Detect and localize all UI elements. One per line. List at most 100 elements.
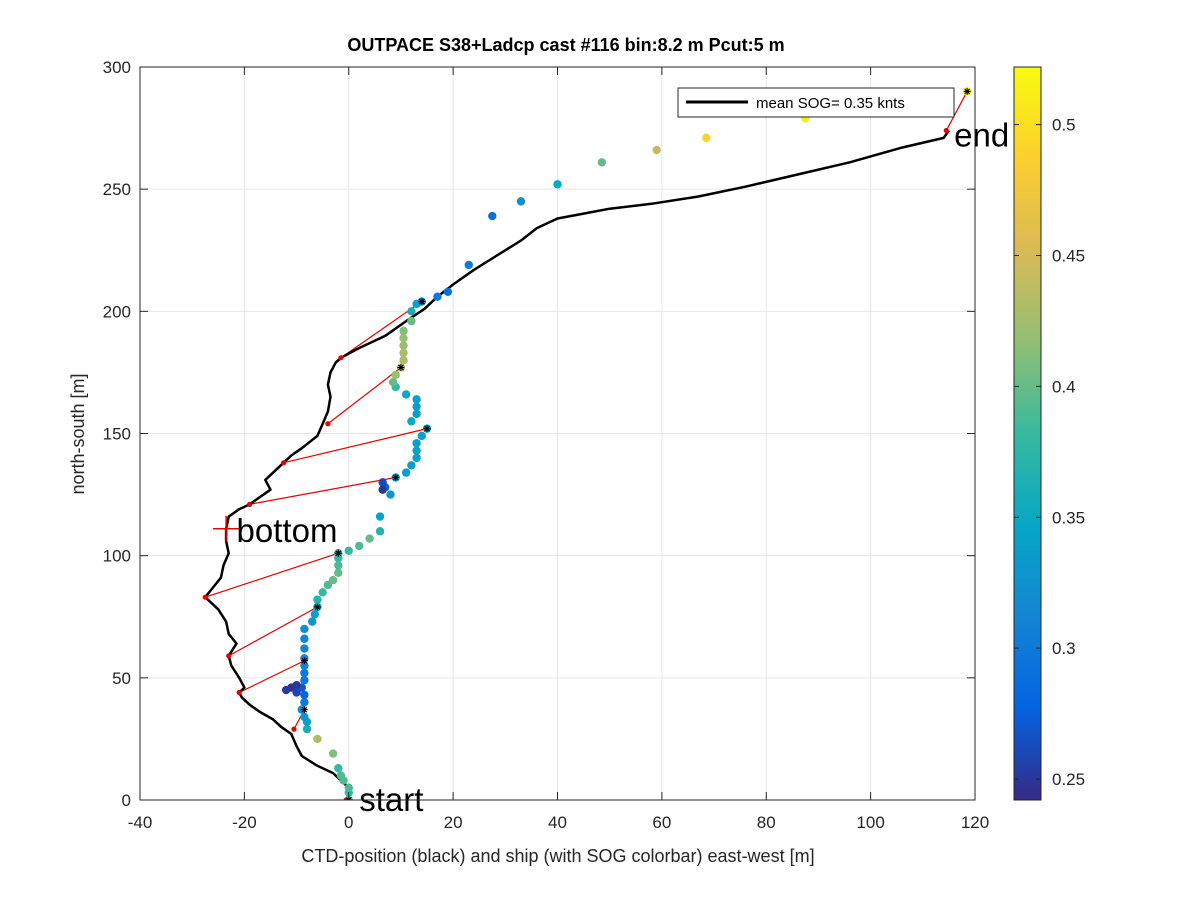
ctd-link-marker [291,726,297,732]
ship-point [417,431,427,441]
y-tick-label: 300 [103,58,131,77]
legend-label: mean SOG= 0.35 knts [756,95,905,112]
ship-point [328,575,338,585]
ship-point [281,685,291,695]
ship-point [407,316,416,326]
ship-point [375,527,385,536]
ship-point [399,341,408,350]
x-axis-label: CTD-position (black) and ship (with SOG … [301,846,814,866]
y-tick-label: 100 [103,547,131,566]
ship-point [516,197,526,206]
x-tick-label: 40 [548,813,567,832]
ship-point [318,588,327,597]
ship-point [300,644,309,653]
ship-point [407,307,416,316]
ship-point [378,485,387,494]
legend: mean SOG= 0.35 knts [677,87,955,118]
ship-point [652,145,661,155]
ship-point [378,478,387,487]
ship-point [391,370,400,380]
ship-point [401,468,411,477]
ship-link-marker [300,657,308,665]
ship-point [412,453,421,463]
ship-point [302,724,312,734]
ship-point [386,490,395,499]
annotation-end: end [954,116,1009,153]
colorbar-tick-label: 0.3 [1052,639,1076,658]
ctd-link-marker [280,460,287,466]
ship-point [488,211,497,221]
ship-point [313,734,322,744]
ship-point [334,568,343,577]
x-tick-label: 120 [961,813,989,832]
ctd-track-line [203,129,950,800]
ship-point [344,783,353,792]
link-markers [202,87,971,800]
ship-link-marker [423,425,431,433]
ship-point [308,617,317,626]
ctd-link-marker [338,355,344,361]
x-tick-label: 60 [652,813,671,832]
ctd-link-marker [246,501,253,507]
ship-point [412,409,421,419]
ship-point [300,668,309,678]
ship-point [399,348,408,358]
ship-point [399,334,408,343]
ship-point [375,512,385,521]
ship-point [443,287,453,296]
ship-point [433,292,442,301]
x-tick-label: 0 [344,813,353,832]
ctd-link-marker [226,653,232,659]
colorbar-gradient [1013,66,1042,801]
ship-point [334,764,343,773]
colorbar-ticks: 0.25 0.3 0.35 0.4 0.45 0.5 [1014,116,1085,789]
colorbar-tick-label: 0.45 [1052,246,1085,265]
chart-title: OUTPACE S38+Ladcp cast #116 bin:8.2 m Pc… [347,35,784,55]
ship-point [399,356,408,365]
colorbar-tick-label: 0.25 [1052,770,1085,789]
ctd-link-marker [943,127,949,134]
colorbar-tick-label: 0.5 [1052,116,1076,135]
axis-ticks: -40 -20 0 20 40 60 80 100 120 0 50 100 150 200 250 300 [103,58,990,832]
ship-point [300,712,309,722]
colorbar-tick-label: 0.4 [1052,377,1076,396]
ship-point [328,749,338,758]
ship-link-marker [392,473,400,481]
ctd-link-marker [202,594,208,600]
ctd-ship-link [249,476,396,505]
ctd-ship-link [238,660,305,694]
ctd-link-marker [325,421,331,427]
y-tick-label: 0 [122,791,131,810]
ctd-ship-link [283,428,428,464]
ship-point [336,771,346,780]
ship-point [344,546,353,555]
ship-point [310,610,320,619]
y-tick-label: 150 [103,425,131,444]
ship-point [292,688,301,697]
ctd-ship-link [228,606,318,657]
plot-content [202,87,972,800]
ship-point [553,180,562,189]
bottom-marker [213,515,240,542]
ctd-ship-link [327,367,402,425]
colorbar-tick-label: 0.35 [1052,508,1085,527]
ship-point [388,377,398,387]
ship-point [407,461,416,470]
ship-point [300,698,309,707]
ship-link-marker [963,87,971,95]
ship-point [365,534,374,543]
ship-point [334,561,343,570]
ship-point [300,676,309,685]
x-tick-label: -20 [232,813,257,832]
ship-point [412,402,421,411]
ship-point [407,417,416,426]
ship-link-marker [397,364,405,372]
ship-point [401,390,411,399]
ship-link-marker [313,603,321,611]
x-tick-label: 100 [856,813,884,832]
colorbar: 0.25 0.3 0.35 0.4 0.45 0.5 [1013,66,1085,801]
x-tick-label: 80 [757,813,776,832]
bottom-cross [213,515,240,542]
ship-point [300,690,309,700]
